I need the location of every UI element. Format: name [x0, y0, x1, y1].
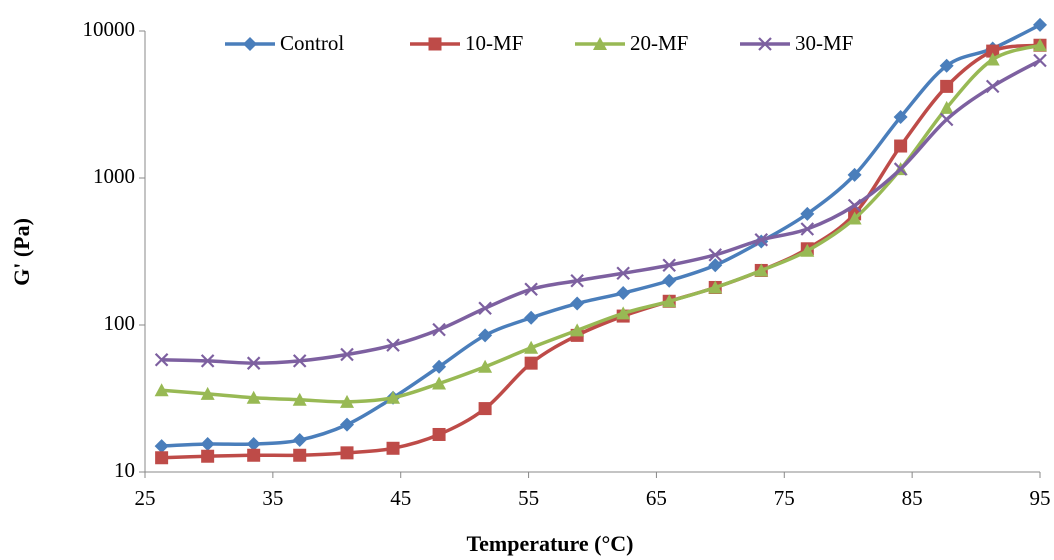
marker	[478, 402, 492, 416]
x-tick-label: 75	[774, 486, 795, 510]
marker	[1033, 38, 1047, 52]
marker	[201, 449, 215, 463]
marker	[662, 258, 676, 273]
x-tick-label: 35	[262, 486, 283, 510]
marker	[386, 441, 400, 455]
marker	[616, 266, 630, 281]
legend-label: 30-MF	[795, 31, 853, 55]
marker	[893, 162, 908, 176]
legend-label: Control	[280, 31, 344, 55]
marker	[708, 248, 723, 262]
marker	[847, 211, 862, 225]
marker	[616, 306, 631, 320]
marker	[758, 37, 772, 51]
marker	[894, 139, 908, 153]
marker	[616, 286, 631, 301]
x-axis-label: Temperature (°C)	[466, 531, 633, 556]
marker	[570, 273, 584, 288]
marker	[754, 232, 769, 247]
marker	[292, 392, 307, 406]
marker	[247, 448, 261, 462]
marker	[432, 427, 446, 441]
legend-label: 10-MF	[465, 31, 523, 55]
x-tick-label: 55	[518, 486, 539, 510]
marker	[246, 437, 261, 452]
marker	[939, 58, 954, 73]
marker	[893, 109, 908, 124]
marker	[524, 356, 538, 370]
marker	[292, 433, 307, 448]
marker	[478, 328, 493, 343]
marker	[340, 417, 355, 432]
marker	[708, 258, 723, 273]
marker	[570, 323, 585, 337]
marker	[754, 263, 769, 277]
marker	[847, 167, 862, 182]
marker	[340, 394, 355, 408]
marker	[200, 354, 215, 368]
marker	[1033, 53, 1047, 68]
marker	[386, 390, 401, 404]
marker	[524, 340, 539, 354]
marker	[293, 448, 307, 462]
marker	[246, 356, 261, 370]
marker	[524, 310, 539, 325]
marker	[200, 437, 215, 452]
marker	[939, 100, 954, 114]
marker	[800, 243, 815, 257]
marker	[340, 446, 354, 460]
x-tick-label: 65	[646, 486, 667, 510]
marker	[593, 37, 607, 50]
x-tick-label: 45	[390, 486, 411, 510]
x-tick-label: 25	[135, 486, 156, 510]
y-axis-label: G' (Pa)	[9, 218, 34, 286]
marker	[155, 451, 169, 465]
marker	[428, 37, 442, 51]
marker	[340, 347, 354, 362]
x-tick-label: 95	[1030, 486, 1051, 510]
marker	[243, 37, 257, 51]
marker	[847, 198, 862, 213]
y-tick-label: 10000	[83, 17, 136, 41]
marker	[662, 273, 677, 288]
marker	[800, 222, 815, 236]
marker	[708, 280, 723, 294]
marker	[662, 294, 677, 308]
marker	[432, 322, 446, 337]
marker	[154, 352, 169, 367]
marker	[986, 44, 1000, 58]
marker	[985, 79, 1000, 94]
marker	[432, 376, 447, 390]
marker	[386, 338, 400, 352]
y-tick-label: 10	[114, 458, 135, 482]
marker	[292, 354, 307, 368]
marker	[246, 390, 261, 404]
marker	[940, 79, 954, 93]
marker	[939, 112, 954, 127]
legend-label: 20-MF	[630, 31, 688, 55]
x-tick-label: 85	[902, 486, 923, 510]
marker	[985, 52, 1000, 66]
marker	[478, 359, 493, 373]
marker	[800, 206, 815, 221]
marker	[432, 359, 447, 374]
y-tick-label: 100	[104, 311, 136, 335]
marker	[154, 383, 169, 397]
marker	[1033, 17, 1047, 32]
marker	[154, 439, 169, 454]
marker	[200, 386, 215, 400]
marker	[524, 282, 538, 297]
series-line	[161, 43, 1041, 404]
series-line	[161, 23, 1041, 448]
marker	[570, 296, 585, 311]
marker	[478, 301, 492, 316]
y-tick-label: 1000	[93, 164, 135, 188]
